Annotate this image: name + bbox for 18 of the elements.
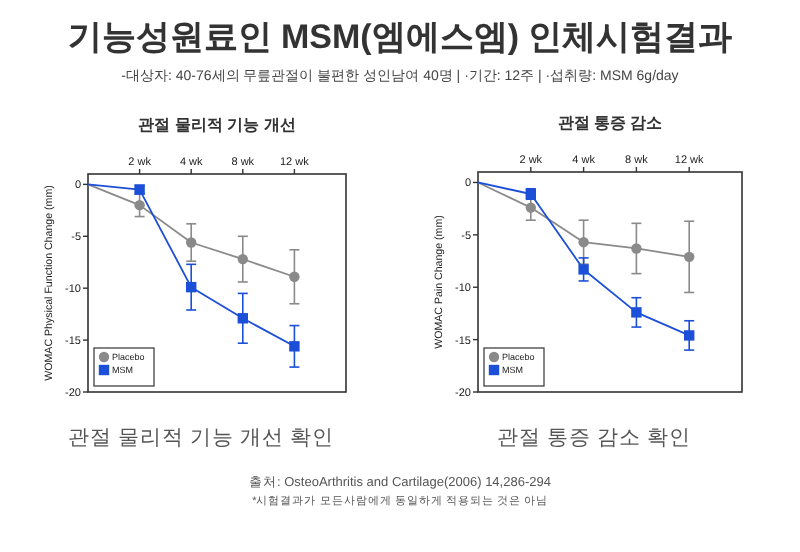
chart-title: 관절 물리적 기능 개선 xyxy=(138,116,296,134)
point xyxy=(578,236,589,248)
point xyxy=(631,243,642,254)
point xyxy=(186,281,197,293)
point xyxy=(684,330,695,341)
point xyxy=(237,313,248,324)
point xyxy=(186,237,197,248)
title: 기능성원료인 MSM(엠에스엠) 인체시험결과 xyxy=(67,18,733,56)
point xyxy=(525,202,536,213)
point xyxy=(289,341,300,352)
point xyxy=(134,199,145,211)
point xyxy=(631,307,642,318)
chart-title: 관절 통증 감소 xyxy=(557,114,663,132)
point xyxy=(684,251,695,263)
text: 관절 물리적 기능 개선 확인 xyxy=(68,426,334,450)
point xyxy=(237,253,248,265)
point xyxy=(289,271,300,282)
text: 관절 통증 감소 확인 xyxy=(497,426,691,450)
